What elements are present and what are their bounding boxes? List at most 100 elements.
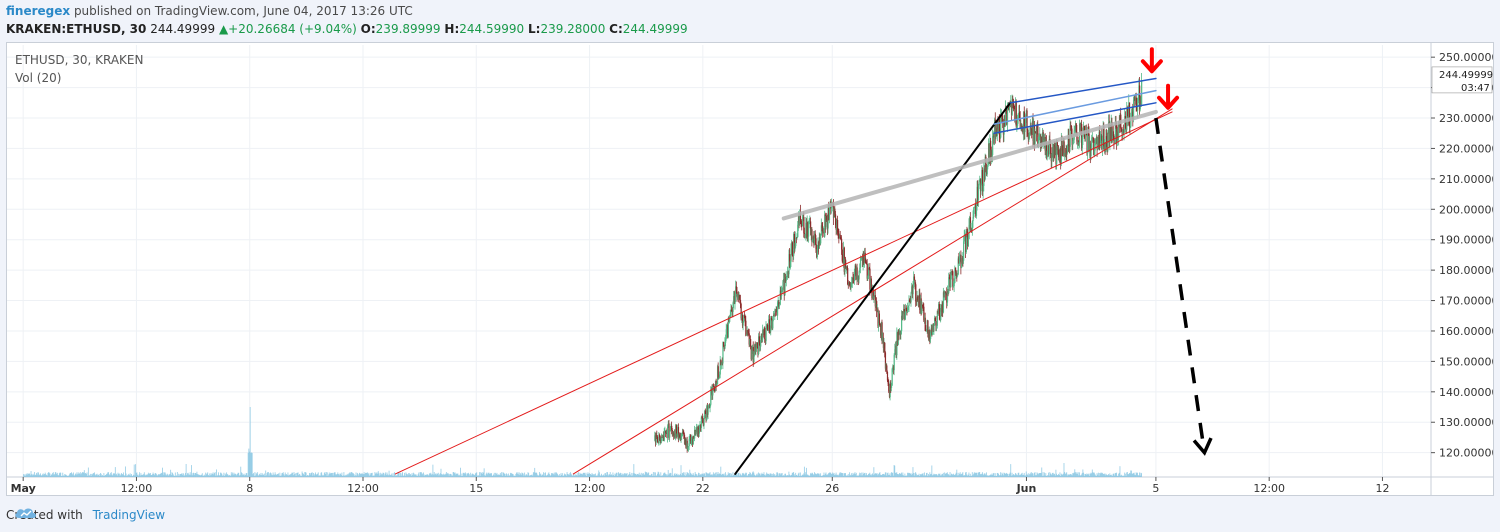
volume-bar (453, 472, 455, 477)
volume-bar (827, 474, 829, 477)
volume-bar (1084, 473, 1086, 477)
volume-bar (923, 472, 925, 477)
candle-body (669, 429, 671, 432)
volume-bar (82, 472, 84, 477)
volume-bar (739, 473, 741, 477)
volume-bar (586, 473, 588, 477)
volume-bar (353, 474, 355, 477)
volume-bar (733, 475, 735, 477)
volume-bar (803, 466, 805, 477)
volume-bar (901, 474, 903, 477)
volume-bar (48, 472, 50, 477)
volume-bar (34, 475, 36, 477)
candle-body (1043, 139, 1045, 144)
candle-body (1025, 110, 1027, 116)
volume-bar (319, 475, 321, 477)
time-tick-label: 26 (825, 482, 839, 495)
candle-body (685, 439, 687, 446)
volume-bar (744, 473, 746, 477)
volume-bar (643, 474, 645, 477)
candle-body (803, 233, 806, 235)
volume-bar (839, 473, 840, 477)
price-chart[interactable]: 250.00000240.00000230.00000220.00000210.… (7, 43, 1493, 495)
volume-bar (847, 473, 849, 477)
volume-bar (992, 473, 994, 477)
volume-bar (925, 473, 927, 477)
volume-bar (123, 475, 125, 477)
volume-bar (841, 473, 843, 477)
volume-bar (857, 475, 859, 477)
volume-bar (934, 474, 936, 477)
volume-bar (596, 475, 598, 477)
price-tick-label: 140.00000 (1439, 386, 1493, 399)
candle-body (869, 268, 871, 290)
volume-bar (969, 475, 971, 477)
volume-bar (1042, 472, 1044, 477)
candle-body (1004, 121, 1006, 126)
volume-bar (101, 475, 103, 477)
volume-bar (589, 474, 591, 477)
volume-bar (1059, 472, 1061, 477)
candle-body (1041, 132, 1044, 145)
volume-bar (901, 472, 902, 477)
volume-bar (673, 474, 675, 477)
volume-bar (87, 467, 89, 477)
volume-bar (435, 473, 437, 477)
volume-bar (681, 475, 683, 477)
volume-bar (650, 473, 652, 477)
candle-body (714, 380, 717, 392)
volume-bar (110, 473, 112, 477)
candle-body (885, 365, 887, 369)
volume-bar (906, 475, 908, 477)
candle-body (921, 304, 924, 306)
candle-body (744, 317, 746, 321)
candle-body (749, 338, 751, 345)
volume-bar (285, 474, 287, 477)
volume-bar (234, 473, 236, 477)
volume-bar (682, 473, 684, 477)
candle-body (1050, 142, 1052, 154)
volume-bar (685, 474, 687, 477)
chart-panel[interactable]: 250.00000240.00000230.00000220.00000210.… (6, 42, 1494, 496)
volume-bar (122, 474, 124, 477)
volume-bar (155, 473, 157, 477)
volume-bar (26, 474, 28, 477)
candle-body (706, 406, 709, 415)
volume-bar (517, 472, 519, 477)
volume-bar (938, 474, 940, 477)
candle-body (746, 330, 748, 336)
volume-bar (472, 474, 474, 477)
volume-bar (106, 474, 108, 477)
volume-bar (962, 472, 964, 477)
volume-bar (488, 472, 490, 477)
volume-bar (793, 472, 795, 477)
candle-body (880, 326, 882, 336)
candle-body (944, 291, 946, 296)
volume-bar (290, 474, 292, 477)
candle-body (657, 441, 659, 444)
candle-body (747, 330, 749, 333)
volume-bar (892, 475, 894, 477)
volume-bar (1062, 474, 1064, 477)
volume-bar (95, 475, 97, 477)
volume-bar (519, 474, 521, 477)
volume-bar (1130, 470, 1132, 477)
tradingview-brand[interactable]: TradingView (92, 508, 166, 522)
volume-bar (373, 475, 375, 477)
volume-bar (1135, 472, 1137, 477)
volume-bar (817, 473, 819, 477)
volume-bar (1033, 475, 1035, 477)
volume-bar (197, 474, 199, 477)
volume-bar (410, 474, 412, 477)
candle-body (967, 232, 969, 247)
volume-bar (84, 473, 86, 477)
volume-bar (364, 474, 366, 477)
volume-bar (524, 475, 526, 477)
author-name[interactable]: fineregex (6, 4, 71, 18)
volume-bar (56, 472, 58, 477)
volume-bar (1010, 475, 1012, 477)
volume-bar (510, 473, 512, 477)
candle-body (681, 435, 683, 437)
volume-bar (983, 473, 985, 477)
volume-bar (903, 475, 904, 477)
